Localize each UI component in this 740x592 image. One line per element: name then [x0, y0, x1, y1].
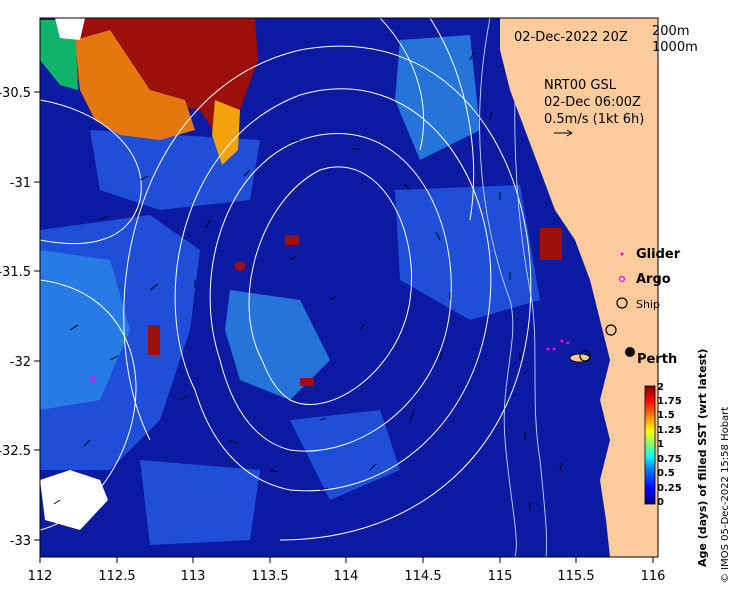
- colorbar-title: Age (days) of filled SST (wrt latest): [696, 348, 709, 567]
- sst-region-north-light: [395, 35, 480, 160]
- x-tick-label: 114: [334, 569, 359, 584]
- date-label: 02-Dec-2022 20Z: [514, 30, 628, 45]
- y-axis: -30.5 -31 -31.5 -32 -32.5 -33: [0, 86, 40, 549]
- y-tick-label: -31.5: [0, 265, 31, 280]
- x-tick-label: 115: [488, 569, 513, 584]
- legend-argo: Argo: [636, 272, 671, 287]
- sst-region-south: [140, 460, 260, 545]
- ship-legend-symbol: [616, 297, 628, 309]
- colorbar-tick: 2: [657, 382, 664, 393]
- argo-legend-symbol: [618, 275, 626, 283]
- colorbar-tick: 0.25: [657, 483, 682, 494]
- sst-spot: [148, 325, 160, 355]
- current-scale-label: 0.5m/s (1kt 6h): [544, 112, 645, 127]
- colorbar-tick: 1.5: [657, 410, 675, 421]
- isobath-label-200: 200m: [652, 24, 690, 39]
- x-axis: 112 112.5 113 113.5 114 114.5 115 115.5 …: [28, 557, 666, 584]
- y-tick-label: -30.5: [0, 86, 31, 101]
- place-label-perth: Perth: [637, 352, 678, 367]
- y-tick-label: -32: [10, 355, 31, 370]
- sst-spot: [285, 235, 299, 245]
- sst-region-old-amber: [212, 100, 240, 165]
- credit-label: © IMOS 05-Dec-2022 15:58 Hobart: [720, 406, 731, 583]
- x-tick-label: 112.5: [98, 569, 135, 584]
- colorbar-tick: 1.75: [657, 396, 682, 407]
- ship-marker: [605, 324, 617, 336]
- isobath-label-1000: 1000m: [652, 40, 698, 55]
- y-tick-label: -33: [10, 534, 31, 549]
- no-data-patch: [55, 18, 85, 40]
- colorbar-tick: 1.25: [657, 425, 682, 436]
- perth-marker: [625, 347, 635, 357]
- isobaths: [479, 18, 548, 557]
- land-mass: [500, 18, 658, 557]
- colorbar: [644, 385, 656, 505]
- sst-region-central-light: [225, 290, 330, 400]
- plot-frame: [39, 17, 659, 558]
- ssh-contours: [40, 18, 532, 541]
- x-tick-label: 112: [28, 569, 53, 584]
- x-tick-label: 114.5: [404, 569, 441, 584]
- glider-markers: [546, 339, 570, 351]
- legend-glider: Glider: [636, 247, 681, 262]
- x-tick-label: 113.5: [251, 569, 288, 584]
- y-tick-label: -31: [10, 176, 31, 191]
- y-tick-label: -32.5: [0, 444, 31, 459]
- x-tick-label: 115.5: [557, 569, 594, 584]
- x-tick-label: 116: [641, 569, 666, 584]
- colorbar-tick: 0.75: [657, 454, 682, 465]
- colorbar-tick: 0: [657, 497, 664, 508]
- ship-marker: [579, 350, 591, 362]
- sst-region-old-orange: [75, 30, 195, 140]
- current-time-label: 02-Dec 06:00Z: [544, 95, 641, 110]
- sst-spot: [235, 262, 245, 270]
- colorbar-tick: 0.5: [657, 468, 675, 479]
- current-source-label: NRT00 GSL: [544, 78, 616, 93]
- sst-spot: [300, 378, 314, 386]
- sst-region-west-light: [40, 250, 130, 410]
- argo-marker: [89, 375, 97, 383]
- glider-legend-symbol: [620, 252, 624, 256]
- map-field: [40, 18, 658, 557]
- legend-ship: Ship: [636, 298, 660, 311]
- sst-spot: [540, 228, 562, 260]
- no-data-patch: [40, 470, 108, 530]
- current-vectors: [53, 51, 563, 510]
- x-tick-label: 113: [181, 569, 206, 584]
- sst-region-east: [395, 185, 540, 320]
- colorbar-tick: 1: [657, 439, 664, 450]
